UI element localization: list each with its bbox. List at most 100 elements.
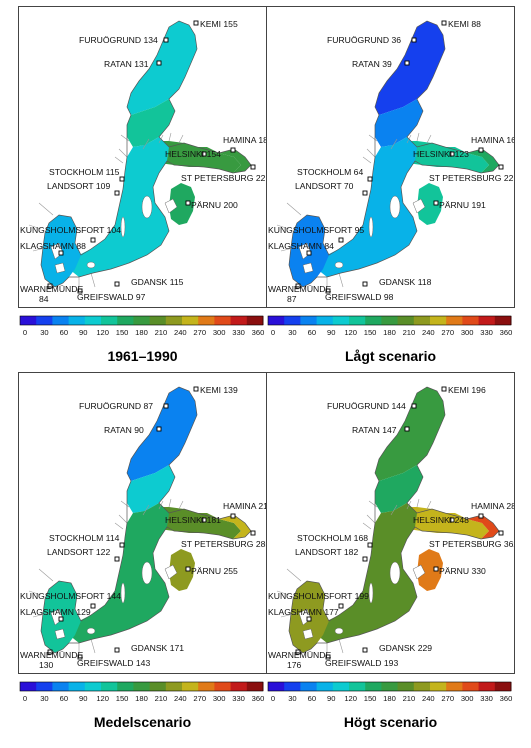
color-scale-tick-label: 0 — [271, 328, 275, 337]
color-scale-swatch — [446, 682, 463, 691]
island-gotland — [389, 561, 401, 585]
color-scale-swatches — [19, 681, 264, 692]
color-scale-swatch — [332, 682, 350, 691]
station-marker-ratan — [404, 426, 410, 432]
station-label-helsinki: HELSINKI 123 — [413, 149, 469, 159]
station-marker-gdansk — [362, 281, 368, 287]
station-marker-landsort — [114, 190, 120, 196]
station-marker-parnu — [433, 566, 439, 572]
color-scale-swatch — [117, 682, 134, 691]
color-scale-tick-label: 330 — [480, 694, 493, 703]
station-label-kemi: KEMI 88 — [448, 19, 481, 29]
island-oland — [368, 216, 374, 238]
station-marker-stockholm — [119, 542, 125, 548]
station-marker-greifswald — [325, 288, 331, 294]
color-scale-tick-label: 300 — [213, 694, 226, 703]
color-scale-swatch — [52, 682, 70, 691]
color-scale-tick-label: 240 — [422, 328, 435, 337]
island-oland — [120, 582, 126, 604]
color-scale-ticks: 0 30 60 90 120 150 180 210 240 270 300 330 360 — [23, 328, 264, 337]
station-label-kemi: KEMI 196 — [448, 385, 486, 395]
station-marker-hamina — [478, 513, 484, 519]
station-label-stpetersburg: ST PETERSBURG 362 — [429, 539, 514, 549]
station-label-greifswald: GREIFSWALD 193 — [325, 658, 398, 668]
color-scale-tick-label: 30 — [40, 328, 48, 337]
sea-bothnian-bay — [127, 21, 197, 115]
color-scale-swatch — [182, 316, 199, 325]
island-bornholm — [86, 627, 96, 635]
station-label-klagshamn: KLAGSHAMN 177 — [268, 607, 339, 617]
station-marker-klagshamn — [58, 616, 64, 622]
station-marker-stpetersburg — [250, 530, 256, 536]
station-label-hamina: HAMINA 286 — [471, 501, 514, 511]
color-scale-ticks: 0 30 60 90 120 150 180 210 240 270 300 330 360 — [271, 328, 512, 337]
color-scale-swatch — [133, 316, 151, 325]
station-label-furuogrund: FURUÖGRUND 144 — [327, 401, 406, 411]
station-marker-parnu — [185, 566, 191, 572]
station-label-helsinki: HELSINKI 181 — [165, 515, 221, 525]
color-scale-svg: 0 30 60 90 120 150 180 210 240 270 300 330 360 — [267, 315, 512, 337]
color-scale-swatches — [19, 315, 264, 326]
color-scale-tick-label: 60 — [60, 694, 68, 703]
station-marker-klagshamn — [306, 616, 312, 622]
color-scale-swatch — [246, 682, 264, 691]
color-scale-swatch — [36, 316, 53, 325]
color-scale-tick-label: 180 — [135, 694, 148, 703]
station-label-kungsholmsfort: KUNGSHOLMSFORT 95 — [268, 225, 364, 235]
sea-bothnian-sea — [127, 99, 175, 147]
map-svg: KEMI 196 FURUÖGRUND 144 RATAN 147 HELSIN… — [268, 385, 514, 670]
color-scale-tick-label: 120 — [96, 328, 109, 337]
color-scale-tick-label: 0 — [23, 328, 27, 337]
station-marker-ratan — [156, 60, 162, 66]
sea-bothnian-bay — [375, 21, 445, 115]
panel-title: Medelscenario — [93, 714, 192, 730]
color-scale-swatch — [230, 316, 248, 325]
sea-bothnian-sea — [375, 99, 423, 147]
color-scale-ticks: 0 30 60 90 120 150 180 210 240 270 300 330 360 — [271, 694, 512, 703]
color-scale-swatch — [149, 682, 167, 691]
station-marker-furuogrund — [163, 403, 169, 409]
station-marker-kungsholmsfort — [90, 603, 96, 609]
station-label-ratan: RATAN 90 — [104, 425, 144, 435]
color-scale-swatch — [84, 316, 102, 325]
station-label-ratan: RATAN 39 — [352, 59, 392, 69]
color-scale-tick-label: 360 — [252, 694, 265, 703]
station-marker-hamina — [478, 147, 484, 153]
color-scale-frame — [19, 315, 264, 326]
color-scale-bar: 0 30 60 90 120 150 180 210 240 270 300 330 360 — [266, 314, 515, 344]
color-scale-swatch — [133, 682, 151, 691]
sea-bothnian-bay — [127, 387, 197, 481]
station-marker-kemi — [193, 386, 199, 392]
sea-gulf-of-riga — [417, 549, 443, 591]
station-markers — [47, 386, 256, 660]
station-label-greifswald: GREIFSWALD 97 — [77, 292, 146, 302]
station-marker-ratan — [156, 426, 162, 432]
color-scale-swatch — [397, 682, 415, 691]
color-scale-swatch — [214, 316, 232, 325]
station-marker-stockholm — [119, 176, 125, 182]
color-scale-swatch — [430, 316, 447, 325]
color-scale-tick-label: 270 — [193, 328, 206, 337]
station-marker-furuogrund — [411, 403, 417, 409]
color-scale-swatch — [365, 682, 382, 691]
station-label-klagshamn: KLAGSHAMN 129 — [20, 607, 91, 617]
color-scale-swatch — [149, 316, 167, 325]
color-scale-swatch — [284, 316, 301, 325]
color-scale-swatch — [413, 682, 431, 691]
sea-bothnian-sea — [375, 465, 423, 513]
station-marker-warnemunde — [47, 283, 53, 289]
color-scale-swatch — [430, 682, 447, 691]
color-scale-swatch — [284, 682, 301, 691]
color-scale-tick-label: 150 — [364, 694, 377, 703]
station-label-landsort: LANDSORT 70 — [295, 181, 354, 191]
color-scale-svg: 0 30 60 90 120 150 180 210 240 270 300 330 360 — [19, 315, 264, 337]
color-scale-swatch — [101, 316, 118, 325]
sea-bothnian-sea — [127, 465, 175, 513]
station-label-stockholm: STOCKHOLM 64 — [297, 167, 363, 177]
station-marker-helsinki — [201, 517, 207, 523]
station-label-parnu: PÄRNU 200 — [191, 200, 238, 210]
station-marker-greifswald — [77, 654, 83, 660]
station-label-gdansk: GDANSK 118 — [379, 277, 432, 287]
color-scale-tick-label: 210 — [155, 694, 168, 703]
color-scale-tick-label: 60 — [60, 328, 68, 337]
